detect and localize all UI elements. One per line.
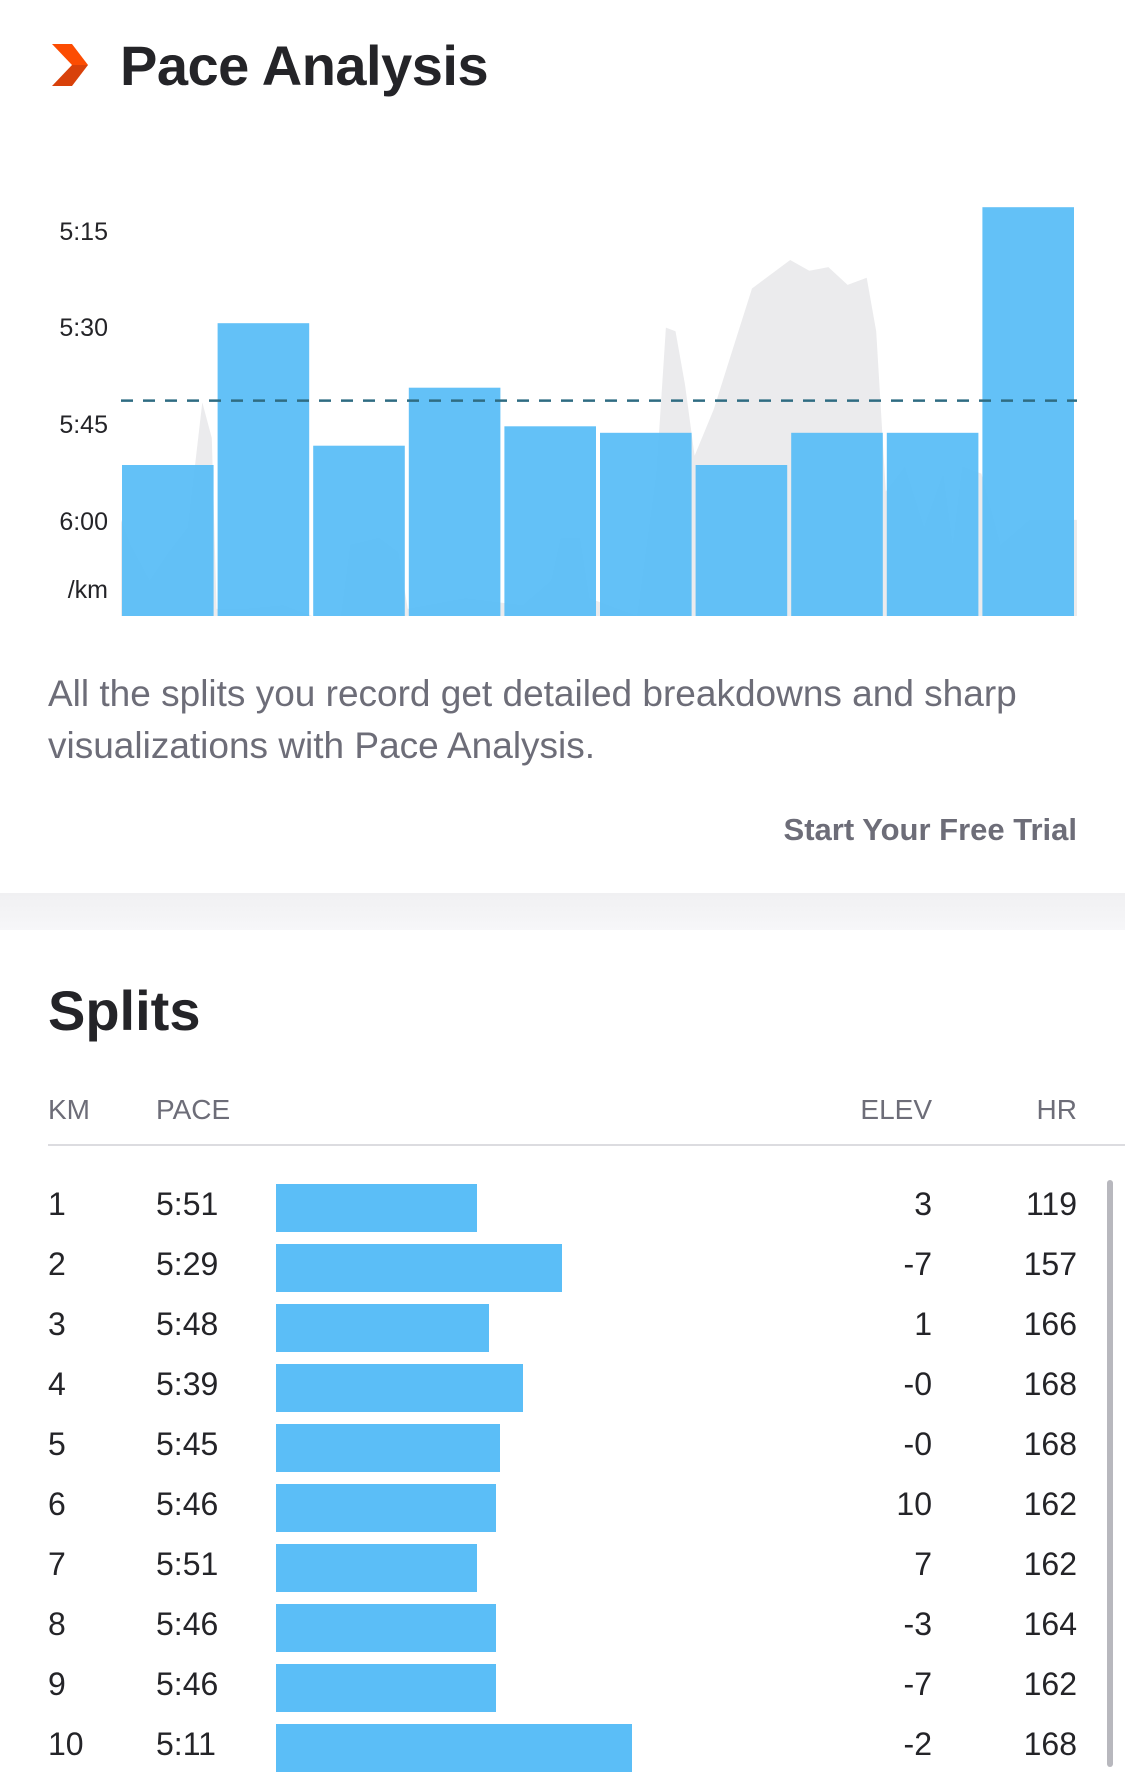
split-pace: 5:48 [156, 1306, 219, 1342]
split-hr: 119 [1025, 1186, 1077, 1222]
split-km: 4 [48, 1366, 66, 1402]
split-km: 10 [48, 1726, 84, 1762]
pace-bar [982, 207, 1074, 616]
start-free-trial-link[interactable]: Start Your Free Trial [783, 812, 1077, 847]
y-tick-label: 6:00 [59, 508, 108, 536]
column-header-pace: PACE [156, 1094, 231, 1125]
pace-bar [791, 432, 883, 616]
split-elev: 10 [896, 1486, 932, 1522]
split-pace: 5:46 [156, 1666, 219, 1702]
split-pace: 5:29 [156, 1246, 219, 1282]
pace-bar [695, 465, 788, 616]
split-elev: 3 [914, 1186, 932, 1222]
split-pace: 5:45 [156, 1426, 219, 1462]
split-pace: 5:39 [156, 1366, 219, 1402]
pace-bars [122, 207, 1074, 616]
split-km: 7 [48, 1546, 66, 1582]
split-hr: 164 [1023, 1606, 1077, 1642]
pace-bar [313, 445, 405, 616]
split-pace: 5:51 [156, 1186, 219, 1222]
split-hr: 166 [1023, 1306, 1077, 1342]
table-row[interactable]: 8 5:46 -3 164 [0, 1598, 1125, 1658]
pace-bar [600, 432, 692, 616]
y-tick-label: 5:30 [59, 314, 108, 342]
splits-title: Splits [48, 979, 201, 1042]
column-header-hr: HR [1036, 1094, 1077, 1125]
pace-chart: 5:15 5:30 5:45 6:00 /km [0, 120, 1125, 640]
column-header-elev: ELEV [860, 1094, 932, 1125]
pace-analysis-description: All the splits you record get detailed b… [48, 673, 1017, 766]
split-km: 2 [48, 1246, 66, 1282]
split-pace: 5:46 [156, 1486, 219, 1522]
table-row[interactable]: 1 5:51 3 119 [0, 1178, 1125, 1238]
split-elev: -7 [903, 1666, 932, 1702]
split-km: 5 [48, 1426, 66, 1462]
section-divider [0, 893, 1125, 930]
pace-bar [217, 323, 310, 616]
split-elev: -3 [903, 1606, 932, 1642]
table-row[interactable]: 4 5:39 -0 168 [0, 1358, 1125, 1418]
split-pace-bar [276, 1304, 489, 1352]
pace-bar [408, 387, 501, 616]
split-pace-bar [276, 1544, 477, 1592]
table-row[interactable]: 5 5:45 -0 168 [0, 1418, 1125, 1478]
pace-analysis-section: Pace Analysis 5:15 5:30 5:45 6:00 /km Al… [0, 30, 1125, 847]
split-pace-bar [276, 1244, 562, 1292]
y-tick-label: 5:45 [59, 411, 108, 439]
split-hr: 168 [1023, 1366, 1077, 1402]
table-row[interactable]: 9 5:46 -7 162 [0, 1658, 1125, 1718]
pace-bar [886, 432, 979, 616]
split-hr: 168 [1023, 1726, 1077, 1762]
split-pace-bar [276, 1184, 477, 1232]
split-elev: -2 [903, 1726, 932, 1762]
split-pace: 5:11 [156, 1726, 216, 1762]
split-pace-bar [276, 1664, 496, 1712]
split-pace-bar [276, 1604, 496, 1652]
column-header-km: KM [48, 1094, 90, 1125]
split-hr: 162 [1023, 1486, 1077, 1522]
split-elev: -0 [903, 1366, 932, 1402]
split-pace-bar [276, 1484, 496, 1532]
split-pace: 5:51 [156, 1546, 219, 1582]
pace-bar [504, 426, 596, 616]
strava-chevron-icon [52, 44, 88, 86]
split-pace-bar [276, 1424, 500, 1472]
pace-analysis-header: Pace Analysis [48, 30, 489, 100]
table-row[interactable]: 2 5:29 -7 157 [0, 1238, 1125, 1298]
split-hr: 162 [1023, 1666, 1077, 1702]
split-km: 1 [48, 1186, 66, 1222]
split-elev: 7 [914, 1546, 932, 1582]
table-row[interactable]: 10 5:11 -2 168 [0, 1718, 1125, 1778]
table-row[interactable]: 6 5:46 10 162 [0, 1478, 1125, 1538]
split-elev: -7 [903, 1246, 932, 1282]
split-elev: 1 [914, 1306, 932, 1342]
split-elev: -0 [903, 1426, 932, 1462]
split-hr: 162 [1023, 1546, 1077, 1582]
page-title: Pace Analysis [120, 33, 489, 97]
table-row[interactable]: 7 5:51 7 162 [0, 1538, 1125, 1598]
split-hr: 168 [1023, 1426, 1077, 1462]
scrollbar[interactable] [1107, 1180, 1113, 1767]
pace-chart-svg [121, 207, 1077, 616]
pace-bar [122, 465, 214, 616]
split-pace-bar [276, 1724, 632, 1772]
split-km: 8 [48, 1606, 66, 1642]
split-km: 6 [48, 1486, 66, 1522]
split-km: 9 [48, 1666, 66, 1702]
split-hr: 157 [1023, 1246, 1077, 1282]
split-pace-bar [276, 1364, 523, 1412]
y-tick-label: 5:15 [59, 218, 108, 246]
header-divider [48, 1144, 1125, 1146]
y-unit-label: /km [67, 576, 108, 604]
split-km: 3 [48, 1306, 66, 1342]
split-pace: 5:46 [156, 1606, 219, 1642]
table-row[interactable]: 3 5:48 1 166 [0, 1298, 1125, 1358]
